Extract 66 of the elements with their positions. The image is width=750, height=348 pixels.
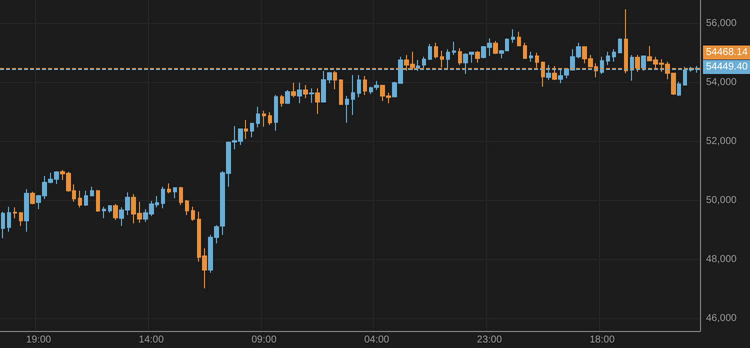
candlestick xyxy=(274,94,278,132)
candlestick xyxy=(113,204,118,221)
y-tick-label: 46,000 xyxy=(706,312,738,324)
candlestick xyxy=(606,51,610,66)
candlestick xyxy=(13,206,17,219)
candlestick xyxy=(315,88,320,115)
candlestick xyxy=(1,211,5,239)
candlestick xyxy=(161,186,165,209)
candlestick xyxy=(24,188,29,232)
candlestick xyxy=(268,112,272,126)
candlestick xyxy=(167,182,171,194)
candlestick xyxy=(297,82,302,104)
candlestick xyxy=(262,110,266,128)
candlestick xyxy=(618,38,622,54)
y-tick-label: 48,000 xyxy=(706,254,738,265)
x-tick-label: 19:00 xyxy=(26,334,52,346)
candlestick xyxy=(30,191,35,205)
candlestick xyxy=(173,187,177,199)
candlestick xyxy=(250,122,254,138)
candlestick xyxy=(363,76,367,96)
candlestick xyxy=(493,40,498,55)
candlestick xyxy=(309,88,314,104)
candlestick xyxy=(511,28,515,44)
candlestick xyxy=(280,94,284,108)
candlestick xyxy=(339,78,343,106)
x-tick-label: 04:00 xyxy=(364,334,390,346)
x-tick-label: 09:00 xyxy=(251,334,277,346)
x-tick-label: 14:00 xyxy=(138,334,164,346)
candlestick xyxy=(523,42,527,60)
candlestick xyxy=(357,74,361,98)
candlestick xyxy=(185,200,189,216)
ref-line-label: 54449.40 xyxy=(706,62,748,73)
candlestick xyxy=(285,90,290,104)
candlestick xyxy=(428,44,432,60)
candlestick xyxy=(19,212,23,227)
candlestick xyxy=(529,51,533,62)
y-tick-label: 52,000 xyxy=(706,136,738,147)
candlestick xyxy=(78,190,82,208)
y-tick-label: 50,000 xyxy=(706,194,738,206)
ref-line-label: 54468.14 xyxy=(706,46,748,58)
candlestick xyxy=(7,206,11,232)
x-tick-label: 18:00 xyxy=(590,334,616,346)
candlestick xyxy=(96,189,100,212)
candlestick xyxy=(612,48,616,62)
candlestick xyxy=(84,190,88,207)
candlestick xyxy=(102,206,106,219)
candlestick xyxy=(458,48,462,66)
candlestick xyxy=(475,50,480,64)
candlestick xyxy=(90,186,94,197)
candlestick xyxy=(179,186,183,206)
candlestick xyxy=(303,84,308,99)
x-tick-label: 23:00 xyxy=(476,334,502,346)
candlestick xyxy=(256,106,260,128)
candlestick xyxy=(517,31,521,47)
candlestick xyxy=(244,120,248,140)
candlestick xyxy=(108,204,112,214)
candlestick xyxy=(677,81,681,97)
candlestick xyxy=(434,42,438,59)
candlestick xyxy=(452,41,456,56)
candlestick xyxy=(291,82,296,98)
y-tick-label: 54,000 xyxy=(706,76,738,88)
candlestick xyxy=(345,96,349,124)
candlestick xyxy=(191,206,195,222)
candlestick xyxy=(333,70,337,90)
candlestick xyxy=(351,74,355,116)
y-tick-label: 56,000 xyxy=(706,18,738,29)
